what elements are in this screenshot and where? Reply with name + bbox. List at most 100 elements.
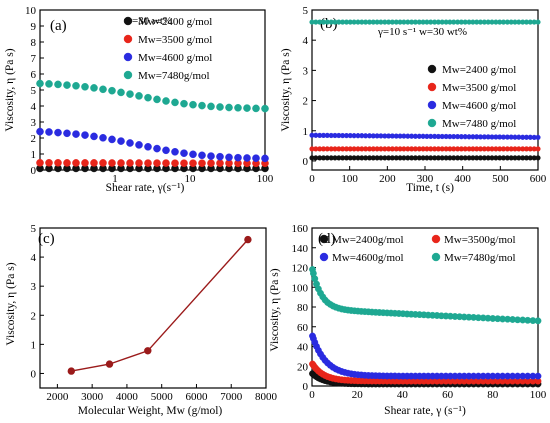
- point-a-s1-20: [216, 159, 224, 167]
- point-a-s3-18: [198, 101, 206, 110]
- point-a-s1-17: [189, 159, 197, 167]
- xtick-label-b-3: 300: [417, 173, 434, 185]
- point-a-s3-15: [171, 98, 179, 107]
- point-a-s2-5: [81, 131, 89, 139]
- point-a-s1-14: [162, 159, 170, 167]
- point-a-s3-11: [135, 92, 143, 100]
- xtick-label-c-0: 2000: [46, 391, 69, 403]
- ytick-label-a-5: 5: [31, 85, 37, 97]
- panel-c: (c) Molecular Weight, Mw (g/mol) Viscosi…: [5, 223, 278, 417]
- xtick-label-c-5: 7000: [220, 391, 243, 403]
- xtick-label-d-4: 80: [487, 389, 499, 401]
- ytick-label-d-2: 40: [297, 342, 309, 354]
- panel-label-a: (a): [50, 18, 67, 34]
- ytick-label-d-0: 0: [303, 381, 309, 393]
- ytick-label-b-2: 2: [303, 96, 309, 108]
- annotation-a: w=30 wt%: [124, 15, 172, 27]
- ytick-label-a-8: 8: [31, 37, 37, 49]
- panel-a: (a) w=30 wt% Shear rate, γ(s⁻¹) Viscosit…: [4, 5, 274, 194]
- legend-marker-a-2: [123, 52, 133, 62]
- point-a-s3-23: [243, 104, 251, 112]
- point-a-s3-1: [45, 80, 53, 88]
- point-a-s2-19: [207, 152, 215, 160]
- legend-marker-b-0: [427, 64, 437, 74]
- point-a-s2-20: [216, 152, 224, 161]
- xtick-label-b-5: 500: [492, 173, 509, 185]
- point-d-s3-59: [534, 317, 542, 325]
- legend-label-a-1: Mw=3500 g/mol: [138, 34, 212, 46]
- panel-label-c: (c): [38, 231, 55, 247]
- point-a-s2-21: [225, 153, 233, 162]
- xtick-label-d-1: 20: [352, 389, 364, 401]
- legend-marker-b-2: [427, 100, 437, 110]
- ytick-label-c-0: 0: [31, 368, 37, 380]
- point-a-s1-16: [180, 159, 188, 167]
- point-a-s2-1: [45, 128, 53, 136]
- point-c-3: [244, 235, 252, 244]
- point-a-s3-22: [234, 104, 242, 112]
- point-a-s2-7: [99, 133, 107, 142]
- ytick-label-b-1: 1: [303, 126, 309, 138]
- ytick-label-a-0: 0: [31, 165, 37, 177]
- point-d-s2-59: [534, 372, 542, 380]
- xtick-label-d-5: 100: [530, 389, 547, 401]
- point-a-s1-3: [63, 159, 71, 167]
- ytick-label-b-3: 3: [303, 65, 309, 77]
- ytick-label-d-3: 60: [297, 322, 309, 334]
- ylabel-d: Viscosity, η (Pa s): [269, 268, 281, 351]
- point-c-2: [144, 347, 152, 355]
- point-a-s3-8: [108, 86, 116, 95]
- xtick-label-c-1: 3000: [81, 391, 104, 403]
- point-a-s1-0: [36, 158, 44, 167]
- xtick-label-c-4: 6000: [185, 391, 208, 403]
- ylabel-a: Viscosity, η (Pa s): [4, 48, 16, 131]
- ylabel-c: Viscosity, η (Pa s): [5, 262, 17, 345]
- point-c-1: [105, 360, 114, 368]
- point-b-s3-59: [535, 19, 541, 25]
- point-b-s1-59: [535, 146, 541, 152]
- point-a-s3-6: [90, 84, 98, 92]
- point-a-s3-12: [144, 93, 152, 102]
- ytick-label-b-0: 0: [303, 156, 309, 168]
- point-a-s1-6: [90, 159, 98, 167]
- xtick-label-c-2: 4000: [116, 391, 139, 403]
- xtick-label-b-0: 0: [309, 173, 315, 185]
- point-a-s3-24: [252, 104, 260, 113]
- ytick-label-d-6: 120: [292, 263, 309, 275]
- xtick-label-d-3: 60: [442, 389, 454, 401]
- legend-label-b-0: Mw=2400 g/mol: [442, 64, 516, 76]
- ytick-label-c-3: 3: [31, 281, 37, 293]
- ytick-label-a-2: 2: [31, 133, 37, 145]
- point-a-s3-25: [261, 104, 269, 113]
- point-a-s2-4: [72, 130, 80, 138]
- ytick-label-c-2: 2: [31, 310, 37, 322]
- ytick-label-d-1: 20: [297, 361, 309, 373]
- point-a-s3-20: [216, 103, 224, 111]
- xtick-label-b-1: 100: [341, 173, 358, 185]
- point-b-s2-59: [535, 134, 541, 141]
- ytick-label-c-1: 1: [31, 339, 37, 351]
- xtick-label-a-2: 100: [257, 173, 274, 185]
- point-a-s2-9: [117, 137, 125, 145]
- ytick-label-a-10: 10: [25, 5, 37, 17]
- point-a-s3-3: [63, 81, 71, 89]
- ytick-label-b-4: 4: [303, 35, 309, 47]
- ylabel-b: Viscosity, η (Pa s): [280, 48, 292, 131]
- series-line-c: [71, 239, 249, 372]
- point-a-s3-17: [189, 100, 197, 109]
- point-a-s3-4: [72, 82, 80, 90]
- xtick-label-d-0: 0: [309, 389, 315, 401]
- ytick-label-b-5: 5: [303, 5, 309, 17]
- point-a-s1-10: [126, 159, 134, 167]
- point-a-s2-0: [36, 127, 44, 136]
- point-b-s0-59: [535, 155, 541, 161]
- xtick-label-d-2: 40: [397, 389, 409, 401]
- point-a-s1-9: [117, 159, 125, 167]
- point-a-s3-19: [207, 102, 215, 111]
- xtick-label-b-6: 600: [530, 173, 547, 185]
- ytick-label-d-8: 160: [292, 223, 309, 235]
- xlabel-d: Shear rate, γ (s⁻¹): [384, 405, 466, 417]
- point-a-s2-6: [90, 132, 98, 141]
- point-a-s3-2: [54, 80, 62, 89]
- xtick-label-b-2: 200: [379, 173, 396, 185]
